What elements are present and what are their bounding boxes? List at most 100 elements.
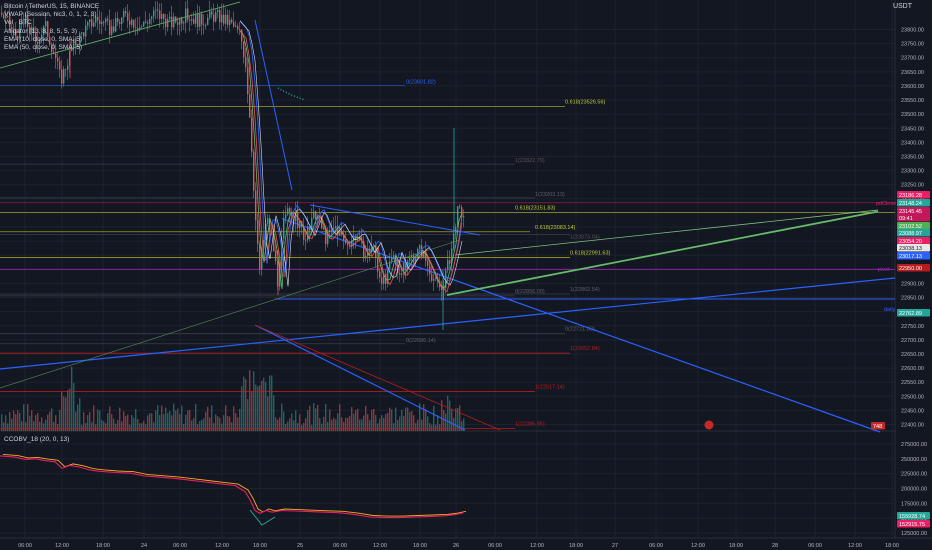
candle-body	[237, 26, 239, 30]
candle-body	[11, 27, 13, 29]
indicator-ema-10[interactable]: EMA (10, close, 0, SMA, 5)	[4, 35, 83, 43]
candle-body	[75, 38, 77, 45]
candle-body	[273, 234, 275, 252]
candle-body	[363, 240, 365, 259]
candle-body	[95, 16, 97, 23]
volume-bar	[267, 396, 269, 431]
volume-bar	[273, 395, 275, 431]
volume-bar	[415, 423, 417, 431]
price-badge-label: 09:41	[899, 216, 913, 222]
candle-body	[1, 12, 3, 15]
price-tick-label: 23800.00	[901, 28, 924, 34]
candle-body	[341, 230, 343, 235]
candle-body	[161, 14, 163, 19]
volume-bar	[301, 424, 303, 431]
candle-body	[185, 8, 187, 23]
price-tick-label: 23750.00	[901, 42, 924, 48]
fib-label: 0.618(23151.83)	[515, 205, 556, 211]
volume-bar	[309, 405, 311, 431]
volume-bar	[15, 414, 17, 431]
volume-bar	[171, 415, 173, 431]
volume-bar	[145, 424, 147, 431]
time-tick-label: 12:00	[691, 543, 705, 549]
volume-bar	[391, 409, 393, 431]
indicator-vwap[interactable]: VWAP (Session, hlc3, 0, 1, 2, 3)	[4, 11, 97, 19]
price-badge	[897, 264, 930, 272]
ccobv-legend[interactable]: CCOBV_18 (20, 0, 13)	[4, 436, 70, 443]
fib-label: 0.618(23526.56)	[565, 100, 606, 106]
volume-bar	[115, 423, 117, 431]
candle-body	[165, 18, 167, 28]
symbol-title[interactable]: Bitcoin / TetherUS, 15, BINANCE	[4, 3, 100, 10]
volume-bar	[341, 417, 343, 431]
volume-bar	[65, 397, 67, 431]
volume-bar	[373, 408, 375, 431]
volume-bar	[173, 403, 175, 431]
indicator-volume[interactable]: Vol · BTC	[4, 19, 32, 27]
candle-body	[159, 10, 161, 19]
time-tick-label: 06:00	[173, 543, 187, 549]
candle-body	[181, 17, 183, 24]
candle-body	[287, 208, 289, 215]
volume-bar	[339, 404, 341, 431]
indicator-ema-50[interactable]: EMA (50, close, 0, SMA, 5)	[4, 44, 83, 52]
volume-bar	[435, 424, 437, 431]
volume-bar	[113, 418, 115, 431]
volume-bar	[123, 411, 125, 431]
trendline	[309, 204, 481, 236]
volume-bar	[319, 418, 321, 431]
candle-body	[167, 18, 169, 28]
volume-bar	[187, 410, 189, 431]
candle-body	[163, 14, 165, 19]
fib-label: 1(23073.04)	[570, 235, 600, 241]
candle-body	[447, 260, 449, 271]
candle-body	[149, 18, 151, 24]
volume-bar	[149, 413, 151, 431]
volume-bar	[139, 423, 141, 431]
candle-body	[337, 226, 339, 236]
volume-bar	[23, 404, 25, 431]
candle-body	[321, 217, 323, 229]
volume-bar	[9, 412, 11, 431]
fib-label: 0.618(23083.14)	[535, 225, 576, 231]
volume-bar	[397, 419, 399, 431]
price-badge	[897, 309, 930, 317]
candle-body	[403, 262, 405, 274]
volume-bar	[323, 416, 325, 431]
price-tick-label: 22450.00	[901, 408, 924, 414]
fib-label: 1(22385.95)	[515, 421, 545, 427]
time-tick-label: 06:00	[649, 543, 663, 549]
volume-bar	[431, 424, 433, 431]
candle-body	[113, 26, 115, 32]
price-badge-label: 748	[873, 424, 882, 430]
volume-bar	[283, 411, 285, 431]
volume-bar	[39, 421, 41, 431]
volume-bar	[411, 411, 413, 431]
fib-label: 1(22517.14)	[535, 384, 565, 390]
volume-bar	[49, 411, 51, 431]
volume-bar	[463, 418, 465, 431]
candle-body	[71, 48, 73, 51]
volume-bar	[147, 415, 149, 431]
candle-body	[205, 25, 207, 26]
price-tick-label: 22750.00	[901, 324, 924, 330]
price-tick-label: 22500.00	[901, 394, 924, 400]
candle-body	[153, 10, 155, 17]
price-badge-label: 23017.13	[899, 254, 922, 260]
candle-body	[427, 260, 429, 266]
volume-bar	[209, 417, 211, 431]
candle-body	[141, 26, 143, 28]
candle-body	[33, 27, 35, 33]
candle-body	[249, 94, 251, 118]
volume-bar	[201, 419, 203, 431]
obv-badge	[897, 512, 930, 520]
indicator-alligator[interactable]: Alligator (13, 8, 8, 5, 5, 3)	[4, 27, 77, 35]
candle-body	[121, 17, 123, 24]
candle-body	[223, 14, 225, 24]
time-tick-label: 18:00	[96, 543, 110, 549]
candle-body	[435, 277, 437, 280]
candle-body	[307, 226, 309, 240]
trendlines	[0, 1, 896, 433]
